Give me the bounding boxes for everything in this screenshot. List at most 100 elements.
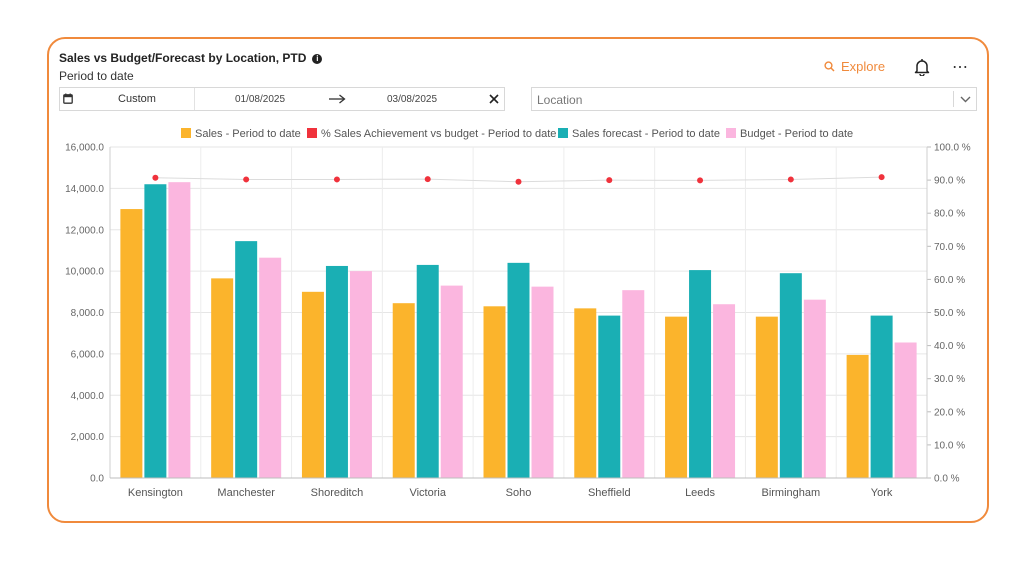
bar — [211, 278, 234, 478]
achievement-point — [878, 174, 885, 181]
achievement-point — [243, 176, 250, 183]
bar — [416, 264, 439, 478]
bar — [870, 315, 893, 478]
y-tick-label: 6,000.0 — [71, 349, 105, 360]
legend-label: % Sales Achievement vs budget - Period t… — [321, 128, 556, 140]
select-divider — [953, 91, 954, 107]
y2-tick-label: 70.0 % — [934, 242, 965, 253]
y2-tick-label: 0.0 % — [934, 474, 960, 485]
bar — [235, 241, 258, 478]
bar — [144, 184, 167, 479]
y2-tick-label: 20.0 % — [934, 407, 965, 418]
bar — [779, 273, 802, 478]
range-type-label: Custom — [118, 93, 156, 105]
location-placeholder: Location — [537, 93, 583, 107]
y-tick-label: 4,000.0 — [71, 391, 105, 402]
bar — [598, 315, 621, 478]
info-icon[interactable]: i — [312, 54, 323, 64]
y-tick-label: 12,000.0 — [65, 225, 104, 236]
y-tick-label: 0.0 — [90, 474, 104, 485]
bar — [894, 342, 917, 478]
close-icon[interactable] — [489, 94, 499, 104]
x-tick-label: Manchester — [217, 487, 275, 499]
y-tick-label: 10,000.0 — [65, 267, 104, 278]
more-icon[interactable]: ⋯ — [952, 59, 969, 76]
search-icon — [824, 61, 835, 72]
achievement-point — [333, 176, 340, 183]
y2-tick-label: 40.0 % — [934, 341, 965, 352]
legend: Sales - Period to date % Sales Achievemen… — [181, 128, 853, 140]
achievement-point — [787, 176, 794, 183]
x-tick-label: Leeds — [685, 487, 715, 499]
date-range-picker[interactable]: Custom 01/08/2025 03/08/2025 — [59, 87, 505, 111]
legend-swatch — [307, 128, 317, 138]
explore-button[interactable]: Explore — [824, 59, 885, 74]
achievement-series — [152, 174, 885, 185]
legend-swatch — [181, 128, 191, 138]
start-date-value: 01/08/2025 — [234, 93, 286, 105]
bar — [325, 265, 348, 478]
bell-icon[interactable] — [914, 58, 930, 76]
bar — [349, 271, 372, 478]
y-tick-label: 8,000.0 — [71, 308, 105, 319]
x-tick-label: Soho — [506, 487, 532, 499]
bar — [713, 304, 736, 478]
range-type-select[interactable]: Custom — [80, 88, 195, 110]
bar — [622, 290, 645, 478]
bar — [689, 270, 712, 478]
arrow-right-icon — [329, 94, 346, 104]
bar — [755, 316, 778, 478]
y2-tick-label: 80.0 % — [934, 209, 965, 220]
achievement-point — [606, 177, 613, 184]
bar — [531, 286, 554, 478]
x-tick-label: Birmingham — [761, 487, 820, 499]
x-tick-label: York — [871, 487, 893, 499]
achievement-point — [152, 174, 159, 181]
bar — [803, 299, 826, 478]
end-date-value: 03/08/2025 — [386, 93, 438, 105]
bar — [120, 209, 143, 478]
y2-tick-label: 60.0 % — [934, 275, 965, 286]
legend-swatch — [558, 128, 568, 138]
chart-subtitle: Period to date — [59, 69, 134, 83]
achievement-point — [424, 176, 431, 183]
bar — [483, 306, 506, 478]
location-select[interactable]: Location — [531, 87, 977, 111]
bar — [846, 354, 869, 478]
y2-tick-label: 50.0 % — [934, 308, 965, 319]
bar — [507, 262, 530, 478]
y-tick-label: 14,000.0 — [65, 184, 104, 195]
x-tick-label: Shoreditch — [311, 487, 364, 499]
start-date-field[interactable]: 01/08/2025 — [230, 88, 290, 110]
bar — [574, 308, 597, 478]
achievement-point — [515, 178, 522, 185]
bar — [301, 291, 324, 478]
legend-label: Budget - Period to date — [740, 128, 853, 140]
explore-label: Explore — [841, 59, 886, 74]
y-tick-label: 16,000.0 — [65, 143, 104, 154]
bar — [259, 257, 282, 478]
y-tick-label: 2,000.0 — [71, 432, 105, 443]
bar — [392, 303, 415, 478]
x-tick-label: Kensington — [128, 487, 183, 499]
chevron-down-icon[interactable] — [960, 96, 971, 103]
bars — [120, 182, 917, 479]
end-date-field[interactable]: 03/08/2025 — [382, 88, 442, 110]
legend-swatch — [726, 128, 736, 138]
legend-label: Sales - Period to date — [195, 128, 301, 140]
y2-tick-label: 30.0 % — [934, 374, 965, 385]
y2-tick-label: 100.0 % — [934, 143, 971, 154]
y2-tick-label: 90.0 % — [934, 176, 965, 187]
chart-title-row: Sales vs Budget/Forecast by Location, PT… — [59, 51, 323, 65]
calendar-icon — [63, 93, 73, 104]
axes: 0.0 2,000.0 4,000.0 6,000.0 8,000.0 10,000.0 1… — [65, 143, 971, 500]
y2-tick-label: 10.0 % — [934, 440, 965, 451]
chart-title: Sales vs Budget/Forecast by Location, PT… — [59, 51, 307, 65]
bar — [665, 316, 688, 478]
x-tick-label: Victoria — [409, 487, 446, 499]
legend-label: Sales forecast - Period to date — [572, 128, 720, 140]
bar — [168, 182, 191, 478]
x-tick-label: Sheffield — [588, 487, 631, 499]
bar — [440, 285, 463, 478]
